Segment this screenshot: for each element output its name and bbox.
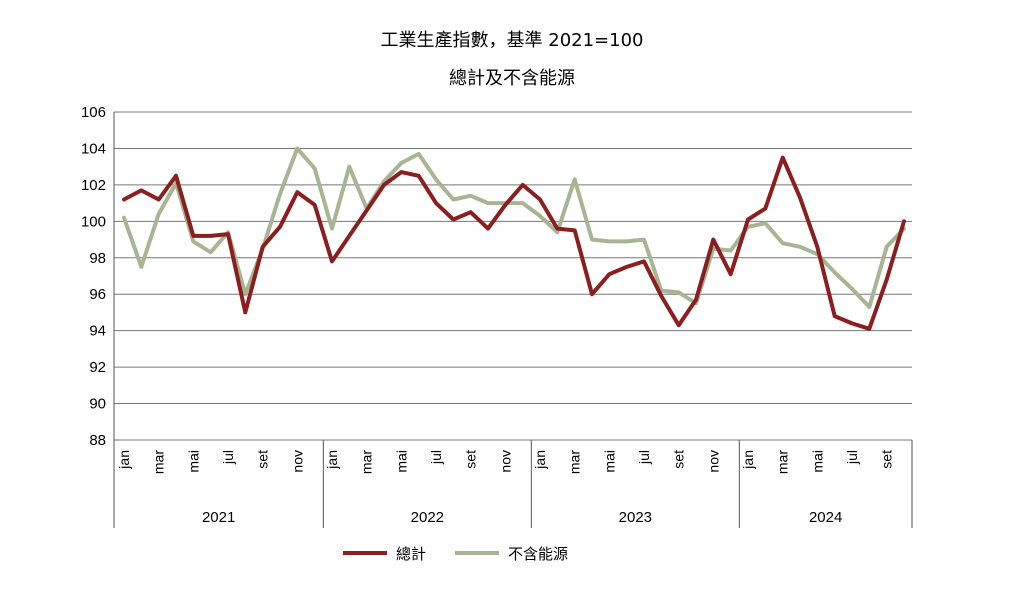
x-tick-label: jul [844,450,860,465]
y-tick-label: 94 [89,323,106,340]
x-tick-label: jul [428,450,444,465]
x-tick-label: mai [185,450,201,473]
x-tick-label: mar [567,450,583,474]
y-tick-label: 88 [89,432,106,449]
year-label: 2024 [809,509,842,526]
chart-title: 工業生產指數，基準 2021=100 [381,30,644,51]
legend-label-excl-energy: 不含能源 [508,545,568,563]
x-tick-label: set [671,450,687,469]
y-tick-label: 96 [89,286,106,303]
x-tick-label: nov [289,450,305,473]
legend-label-total: 總計 [396,545,426,563]
y-tick-label: 92 [89,359,106,376]
year-label: 2021 [202,509,235,526]
x-tick-label: set [879,450,895,469]
x-tick-label: mai [601,450,617,473]
x-tick-label: nov [705,450,721,473]
x-tick-label: set [255,450,271,469]
y-tick-label: 102 [81,177,106,194]
x-tick-label: mar [775,450,791,474]
chart-subtitle: 總計及不含能源 [449,68,575,89]
x-axis: jan mar mai jul set nov 2021 jan mar mai jul set nov… [113,440,913,528]
x-tick-label: jan [532,450,548,470]
gridlines [114,111,912,441]
y-tick-label: 98 [89,250,106,267]
x-tick-label: jul [636,450,652,465]
y-axis: 88 90 92 94 96 98 100 102 104 106 [81,104,115,449]
x-tick-label: jan [116,450,132,470]
x-tick-label: set [463,450,479,469]
series-line-total [122,155,906,331]
y-tick-label: 100 [81,213,106,230]
legend: 總計 不含能源 [343,545,568,563]
x-tick-label: jul [220,450,236,465]
y-tick-label: 90 [89,396,106,413]
x-tick-label: mar [359,450,375,474]
series-line-excl-energy [122,146,906,309]
x-tick-label: jan [324,450,340,470]
y-tick-label: 104 [81,140,106,157]
x-tick-label: mai [809,450,825,473]
x-tick-label: mar [151,450,167,474]
series-lines [122,146,906,331]
y-tick-label: 106 [81,104,106,121]
x-tick-label: mai [393,450,409,473]
year-label: 2023 [619,509,652,526]
year-label: 2022 [411,509,444,526]
x-tick-label: nov [497,450,513,473]
x-tick-label: jan [740,450,756,470]
